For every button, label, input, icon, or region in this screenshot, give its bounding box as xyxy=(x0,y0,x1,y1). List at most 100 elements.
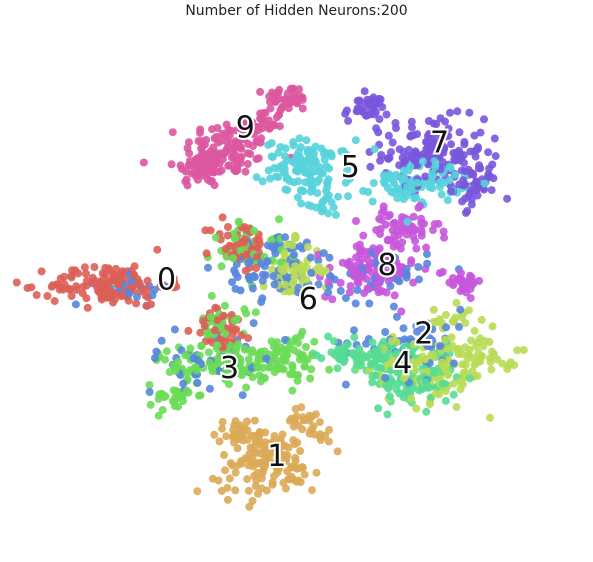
scatter-point-class-1 xyxy=(231,486,240,495)
scatter-point-class-2 xyxy=(412,404,421,413)
scatter-point-class-2 xyxy=(487,365,496,374)
scatter-point-class-2 xyxy=(281,280,290,289)
scatter-point-class-9 xyxy=(243,149,252,158)
scatter-point-class-6 xyxy=(157,336,166,345)
scatter-point-class-9 xyxy=(248,118,257,127)
scatter-point-class-8 xyxy=(363,284,372,293)
scatter-point-class-7 xyxy=(369,110,378,119)
scatter-point-class-5 xyxy=(322,149,331,158)
scatter-point-class-1 xyxy=(296,478,305,487)
scatter-point-class-8 xyxy=(355,258,364,267)
scatter-point-class-2 xyxy=(456,377,465,386)
scatter-point-class-0 xyxy=(129,270,138,279)
scatter-point-class-8 xyxy=(411,237,420,246)
scatter-point-class-6 xyxy=(389,302,398,311)
scatter-point-class-3 xyxy=(232,343,241,352)
scatter-point-class-1 xyxy=(294,421,303,430)
scatter-point-class-0 xyxy=(252,236,261,245)
scatter-point-class-5 xyxy=(344,192,352,201)
scatter-point-class-1 xyxy=(305,429,314,438)
scatter-point-class-5 xyxy=(315,175,323,184)
scatter-point-class-8 xyxy=(365,261,374,270)
scatter-point-class-7 xyxy=(387,148,395,157)
cluster-label-3: 3 xyxy=(220,351,239,386)
scatter-point-class-4 xyxy=(371,358,380,367)
scatter-point-class-7 xyxy=(344,116,353,125)
scatter-point-class-3 xyxy=(221,301,229,310)
scatter-point-class-1 xyxy=(267,460,276,469)
scatter-point-class-9 xyxy=(232,167,241,176)
scatter-point-class-0 xyxy=(201,226,210,235)
scatter-point-class-4 xyxy=(329,337,338,346)
scatter-point-class-9 xyxy=(168,128,177,137)
scatter-point-class-9 xyxy=(262,120,271,129)
scatter-point-class-2 xyxy=(441,336,450,344)
scatter-point-class-2 xyxy=(461,343,470,352)
scatter-point-class-9 xyxy=(241,167,250,176)
scatter-point-class-8 xyxy=(405,226,414,235)
scatter-point-class-3 xyxy=(154,411,163,420)
scatter-point-class-0 xyxy=(112,264,120,273)
scatter-point-class-3 xyxy=(203,330,212,339)
scatter-point-class-4 xyxy=(336,355,345,364)
scatter-point-class-0 xyxy=(68,266,77,275)
scatter-point-class-8 xyxy=(328,295,337,304)
scatter-point-class-6 xyxy=(296,242,305,251)
scatter-point-class-8 xyxy=(345,288,354,297)
scatter-point-class-6 xyxy=(248,284,257,293)
scatter-point-class-8 xyxy=(440,233,449,242)
scatter-point-class-9 xyxy=(212,132,221,141)
scatter-point-class-3 xyxy=(215,356,224,365)
scatter-point-class-1 xyxy=(254,489,262,498)
scatter-point-class-8 xyxy=(390,291,399,300)
cluster-label-6: 6 xyxy=(299,282,318,317)
scatter-point-class-2 xyxy=(283,240,292,249)
scatter-point-class-5 xyxy=(295,134,304,143)
scatter-point-class-2 xyxy=(449,316,458,325)
scatter-point-class-1 xyxy=(291,440,299,449)
scatter-point-class-6 xyxy=(258,276,267,285)
scatter-point-class-8 xyxy=(417,225,425,234)
scatter-point-class-8 xyxy=(352,217,360,225)
scatter-point-class-6 xyxy=(423,250,431,259)
scatter-point-class-9 xyxy=(232,151,241,160)
scatter-point-class-7 xyxy=(459,181,468,190)
scatter-point-class-1 xyxy=(229,438,238,447)
scatter-point-class-3 xyxy=(211,233,220,242)
scatter-point-class-0 xyxy=(50,297,59,306)
scatter-point-class-1 xyxy=(210,430,219,439)
scatter-point-class-8 xyxy=(352,242,361,251)
scatter-point-class-9 xyxy=(272,113,281,122)
scatter-point-class-1 xyxy=(309,422,318,431)
scatter-point-class-9 xyxy=(257,134,266,143)
scatter-point-class-1 xyxy=(231,417,240,426)
scatter-point-class-7 xyxy=(413,130,422,139)
scatter-point-class-8 xyxy=(398,238,407,247)
scatter-point-class-1 xyxy=(315,433,324,441)
scatter-point-class-9 xyxy=(191,155,200,164)
scatter-point-class-5 xyxy=(307,175,316,184)
scatter-point-class-0 xyxy=(101,263,110,272)
scatter-point-class-2 xyxy=(409,365,418,374)
scatter-point-class-6 xyxy=(71,300,80,309)
scatter-point-class-2 xyxy=(303,243,312,251)
scatter-point-class-5 xyxy=(293,193,302,202)
scatter-point-class-7 xyxy=(491,152,500,161)
scatter-point-class-0 xyxy=(67,273,76,282)
scatter-point-class-7 xyxy=(438,157,447,166)
scatter-point-class-9 xyxy=(220,149,229,158)
scatter-point-class-2 xyxy=(409,357,418,366)
scatter-point-class-2 xyxy=(480,337,489,345)
scatter-point-class-0 xyxy=(91,280,100,288)
scatter-point-class-6 xyxy=(442,323,451,332)
scatter-point-class-3 xyxy=(244,355,253,364)
scatter-point-class-8 xyxy=(377,208,386,217)
scatter-point-class-5 xyxy=(406,162,415,171)
scatter-point-class-9 xyxy=(217,166,226,175)
scatter-point-class-5 xyxy=(320,155,329,164)
scatter-point-class-2 xyxy=(435,317,444,326)
scatter-point-class-4 xyxy=(377,364,386,373)
scatter-point-class-0 xyxy=(218,213,227,222)
scatter-point-class-6 xyxy=(373,259,382,268)
scatter-point-class-6 xyxy=(294,288,302,297)
